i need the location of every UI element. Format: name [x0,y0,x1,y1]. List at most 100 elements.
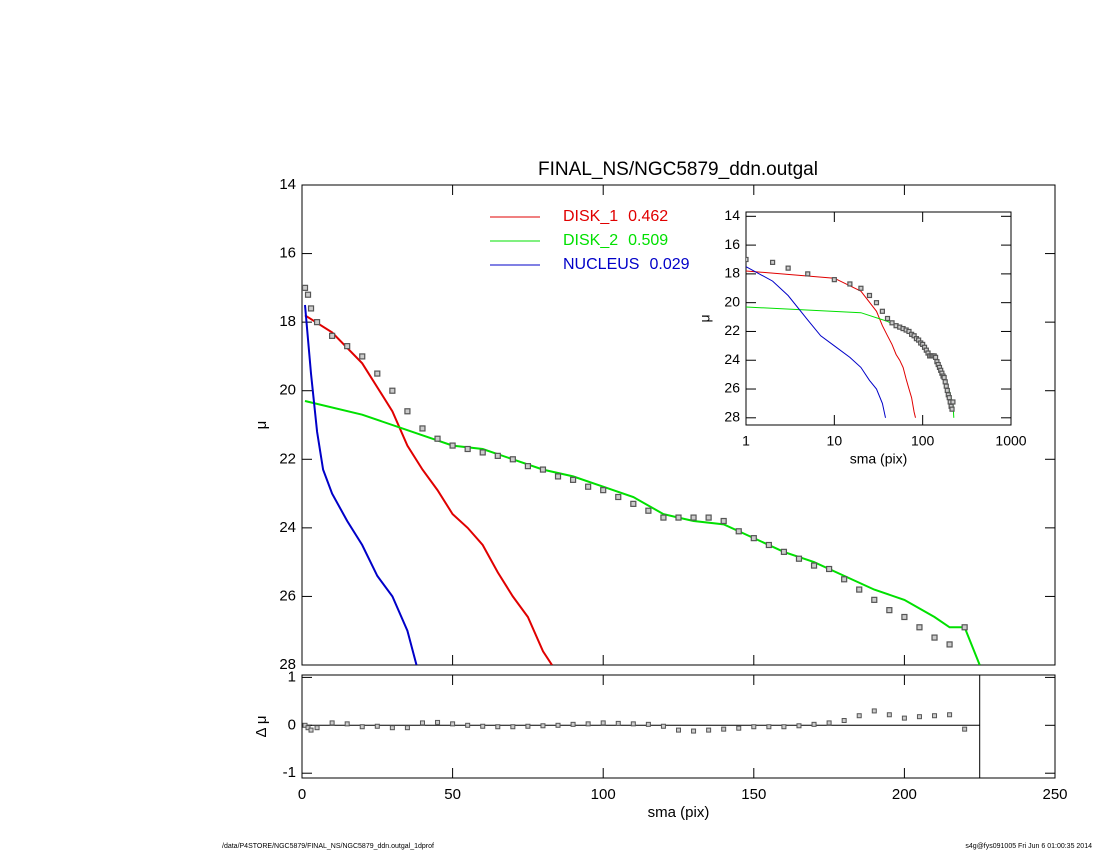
data-point [856,586,863,593]
data-point [509,456,516,463]
data-point [304,291,312,298]
data-point [941,374,947,381]
data-point [858,285,864,291]
data-point [871,596,878,603]
data-point [916,624,923,631]
data-point [585,483,592,490]
residual-point [359,724,365,730]
legend-entry: NUCLEUS 0.029 [563,256,690,273]
data-point [690,514,697,521]
data-point [735,528,742,535]
data-point [961,624,968,631]
data-point [884,315,891,322]
profile-line [304,400,981,665]
residual-point [308,727,314,733]
y-axis-label: Δ μ [253,715,270,737]
data-point [660,514,667,521]
data-point [825,565,833,573]
data-point [795,555,803,562]
residual-point [916,714,922,720]
residual-point [871,708,877,714]
residual-point [841,718,847,724]
residual-point [495,724,501,730]
residual-point [766,724,772,730]
data-point [943,383,949,389]
legend-fraction: 0.509 [628,232,668,249]
data-point [389,387,396,394]
data-point [524,463,532,470]
y-tick-label: 0 [288,716,296,733]
residual-point [570,721,576,727]
y-axis-label: μ [697,314,713,322]
x-tick-label: 1 [742,433,750,449]
x-axis-label: sma (pix) [850,451,908,467]
data-point [569,476,577,483]
data-point [879,308,885,314]
y-tick-label: 16 [724,236,740,252]
x-tick-label: 200 [892,786,917,803]
plot-frame [301,184,1056,666]
residual-point [886,712,892,718]
residual-point [721,726,727,732]
residual-point [585,721,591,727]
y-tick-label: 28 [724,409,740,425]
residual-point [600,720,606,726]
profile-line [304,314,553,665]
y-tick-label: 18 [724,265,740,281]
legend-name: DISK_2 [563,232,618,249]
y-tick-label: 26 [724,380,740,396]
data-point [780,548,788,555]
residual-point [329,720,335,726]
residual-point [645,721,651,727]
data-point [847,281,853,287]
y-tick-label: -1 [283,764,296,781]
residual-point [630,721,636,727]
residual-point [676,727,681,733]
y-tick-label: 16 [279,245,296,262]
residual-point [540,723,546,729]
y-tick-label: 26 [279,587,296,604]
legend-name: DISK_1 [563,208,618,225]
x-tick-label: 0 [298,786,306,803]
data-point [873,300,880,306]
footer-right: s4g@fys091005 Fri Jun 6 01:00:35 2014 [965,843,1092,850]
residual-point [736,725,742,731]
data-point [374,370,381,377]
data-point [302,284,309,291]
y-tick-label: 14 [724,207,740,223]
residual-point [419,720,425,726]
y-tick-label: 28 [279,656,296,673]
data-point [785,265,791,271]
data-point [359,353,366,360]
data-point [554,473,562,480]
y-axis-label: μ [253,421,270,430]
residual-point [691,728,697,734]
data-point [805,271,811,277]
y-tick-label: 18 [279,313,296,330]
y-tick-label: 22 [279,450,296,467]
x-axis-label: sma (pix) [648,804,710,821]
legend-entry: DISK_1 0.462 [563,208,668,225]
y-tick-label: 20 [724,293,740,309]
y-tick-label: 14 [279,176,296,193]
y-tick-label: 1 [288,668,296,685]
plot-area [302,284,981,665]
residual-point [374,723,380,729]
data-point [419,425,426,432]
data-point [479,449,486,456]
residual-point [450,721,456,727]
residual-point [435,719,441,725]
residual-point [751,724,757,730]
profile-line [746,270,916,418]
data-point [944,387,950,394]
x-tick-label: 1000 [995,433,1026,449]
residual-point [947,712,953,718]
data-point [765,541,772,549]
residual-point [901,715,907,721]
data-point [449,442,456,449]
legend-fraction: 0.029 [649,256,689,273]
x-tick-label: 100 [911,433,935,449]
data-point [675,514,682,521]
data-point [750,535,757,542]
y-tick-label: 22 [724,322,740,338]
